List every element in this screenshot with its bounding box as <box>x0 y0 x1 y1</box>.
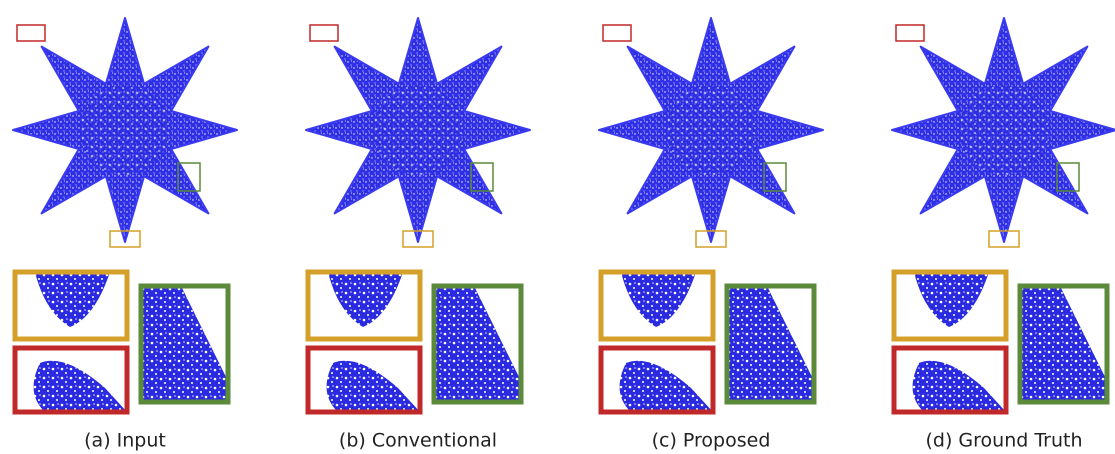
zoom-yellow-points <box>35 272 110 327</box>
point-cloud-core <box>666 85 756 175</box>
zoom-red-content <box>913 361 1006 412</box>
zoom-green-content <box>434 286 521 402</box>
zoom-red-content <box>327 361 420 412</box>
caption: (d) Ground Truth <box>925 430 1082 452</box>
point-cloud-core <box>959 85 1049 175</box>
zoom-yellow-content <box>621 272 696 327</box>
zoom-yellow-points <box>914 272 989 327</box>
point-cloud-core <box>80 85 170 175</box>
figure: (a) Input (b) Conventional (c) Proposed (d)… <box>0 0 1115 454</box>
panel: (b) Conventional <box>306 18 530 452</box>
panel: (d) Ground Truth <box>892 18 1115 452</box>
zoom-green-points <box>1020 286 1107 402</box>
zoom-red-points <box>327 361 420 412</box>
zoom-red-points <box>34 361 127 412</box>
zoom-green-points <box>434 286 521 402</box>
roi-red <box>896 25 924 41</box>
zoom-yellow-points <box>328 272 403 327</box>
zoom-red-content <box>620 361 713 412</box>
zoom-red-points <box>620 361 713 412</box>
zoom-yellow-points <box>621 272 696 327</box>
zoom-red-points <box>913 361 1006 412</box>
panel: (a) Input <box>13 18 237 452</box>
zoom-green-content <box>727 286 814 402</box>
roi-red <box>17 25 45 41</box>
zoom-yellow-content <box>914 272 989 327</box>
zoom-green-points <box>141 286 228 402</box>
roi-red <box>603 25 631 41</box>
zoom-green-content <box>141 286 228 402</box>
zoom-green-content <box>1020 286 1107 402</box>
caption: (c) Proposed <box>652 430 771 452</box>
zoom-yellow-content <box>35 272 110 327</box>
panel: (c) Proposed <box>599 18 823 452</box>
zoom-green-points <box>727 286 814 402</box>
caption: (b) Conventional <box>339 430 497 452</box>
zoom-yellow-content <box>328 272 403 327</box>
roi-red <box>310 25 338 41</box>
point-cloud-core <box>373 85 463 175</box>
caption: (a) Input <box>84 430 166 452</box>
zoom-red-content <box>34 361 127 412</box>
